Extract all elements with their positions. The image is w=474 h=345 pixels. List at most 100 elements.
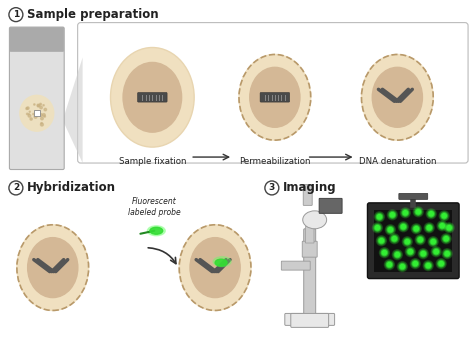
Circle shape: [400, 223, 407, 230]
Circle shape: [44, 116, 46, 117]
Circle shape: [431, 239, 436, 244]
Ellipse shape: [110, 48, 194, 147]
Circle shape: [34, 116, 37, 118]
FancyBboxPatch shape: [302, 241, 317, 257]
Circle shape: [442, 249, 452, 259]
Circle shape: [429, 211, 433, 216]
Circle shape: [398, 222, 408, 232]
Circle shape: [387, 210, 397, 220]
Circle shape: [425, 262, 432, 269]
Circle shape: [37, 111, 39, 112]
Circle shape: [413, 262, 418, 266]
Text: Imaging: Imaging: [283, 181, 337, 195]
Circle shape: [400, 264, 404, 269]
Circle shape: [34, 104, 35, 105]
FancyBboxPatch shape: [260, 92, 290, 102]
Bar: [374, 210, 452, 272]
Circle shape: [384, 260, 394, 269]
Circle shape: [440, 224, 444, 228]
Circle shape: [378, 237, 385, 244]
Circle shape: [9, 181, 23, 195]
Circle shape: [421, 252, 426, 256]
FancyBboxPatch shape: [399, 194, 428, 199]
Ellipse shape: [239, 55, 310, 140]
Circle shape: [444, 237, 448, 241]
Circle shape: [439, 262, 443, 266]
Circle shape: [40, 103, 41, 105]
Ellipse shape: [27, 238, 78, 298]
Text: Sample preparation: Sample preparation: [27, 8, 158, 21]
Circle shape: [374, 212, 384, 222]
Circle shape: [387, 263, 392, 267]
Circle shape: [403, 211, 408, 215]
FancyBboxPatch shape: [78, 23, 468, 163]
Circle shape: [28, 114, 29, 115]
Ellipse shape: [17, 225, 89, 310]
Circle shape: [415, 208, 422, 215]
Circle shape: [387, 226, 394, 233]
FancyBboxPatch shape: [9, 27, 64, 169]
Ellipse shape: [213, 257, 231, 267]
Circle shape: [381, 249, 388, 256]
Circle shape: [443, 235, 450, 242]
Circle shape: [379, 248, 389, 258]
Ellipse shape: [215, 259, 227, 266]
Text: 3: 3: [269, 184, 275, 193]
Polygon shape: [63, 58, 82, 163]
Circle shape: [441, 212, 447, 219]
Ellipse shape: [362, 55, 433, 140]
Text: Sample fixation: Sample fixation: [118, 157, 186, 166]
Circle shape: [437, 221, 447, 231]
Circle shape: [412, 260, 419, 267]
Circle shape: [405, 247, 415, 257]
FancyBboxPatch shape: [319, 198, 342, 213]
Circle shape: [423, 260, 433, 270]
Circle shape: [37, 105, 40, 107]
Circle shape: [41, 122, 42, 124]
Circle shape: [433, 248, 440, 255]
Circle shape: [402, 237, 412, 247]
Circle shape: [29, 111, 30, 112]
Circle shape: [377, 215, 382, 219]
Circle shape: [418, 238, 422, 242]
Circle shape: [438, 222, 446, 229]
FancyBboxPatch shape: [285, 313, 335, 325]
FancyBboxPatch shape: [291, 313, 328, 327]
Circle shape: [414, 227, 419, 231]
Circle shape: [427, 226, 431, 230]
Circle shape: [389, 211, 396, 218]
Ellipse shape: [179, 225, 251, 310]
Circle shape: [407, 248, 414, 255]
Circle shape: [9, 8, 23, 22]
Circle shape: [442, 214, 447, 218]
Circle shape: [391, 235, 398, 242]
Ellipse shape: [190, 238, 240, 298]
Circle shape: [386, 261, 393, 268]
Ellipse shape: [150, 227, 163, 234]
Text: DNA denaturation: DNA denaturation: [359, 157, 436, 166]
Circle shape: [44, 108, 46, 111]
Circle shape: [375, 226, 380, 230]
FancyBboxPatch shape: [305, 226, 314, 243]
Circle shape: [41, 117, 43, 120]
Circle shape: [40, 106, 42, 109]
FancyBboxPatch shape: [137, 92, 167, 102]
Circle shape: [408, 249, 412, 254]
Text: Fluorescent
labeled probe: Fluorescent labeled probe: [128, 197, 181, 217]
Circle shape: [27, 107, 29, 109]
Circle shape: [428, 210, 435, 217]
Circle shape: [447, 226, 451, 230]
FancyBboxPatch shape: [304, 229, 316, 315]
Circle shape: [401, 208, 410, 218]
Circle shape: [426, 264, 430, 268]
Circle shape: [26, 108, 28, 109]
FancyBboxPatch shape: [10, 28, 64, 51]
Circle shape: [395, 253, 400, 257]
Circle shape: [385, 225, 395, 235]
Circle shape: [390, 213, 394, 217]
Circle shape: [27, 113, 28, 115]
Circle shape: [394, 251, 401, 258]
Circle shape: [417, 236, 424, 243]
Circle shape: [444, 250, 451, 257]
Circle shape: [439, 211, 449, 221]
